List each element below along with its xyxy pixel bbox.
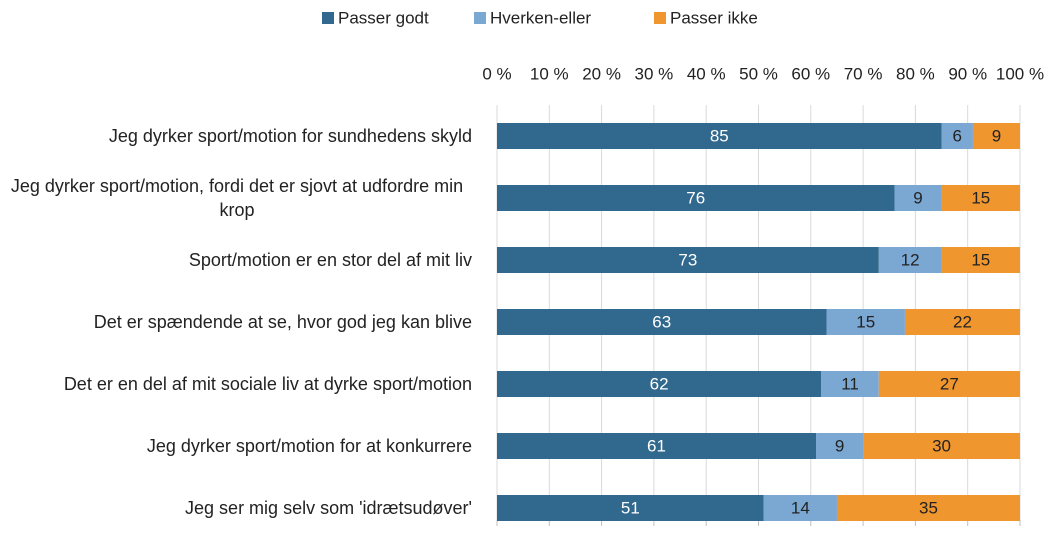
value-label: 15 [856, 312, 875, 331]
value-label: 15 [971, 250, 990, 269]
bar-segment [972, 123, 1020, 149]
category-text: Det er spændende at se, hvor god jeg kan… [93, 312, 472, 332]
bar-segment [878, 247, 942, 273]
legend-swatch [474, 12, 486, 24]
bar-segment [816, 433, 864, 459]
bar-segment [826, 309, 905, 335]
x-tick-label: 20 % [582, 64, 621, 83]
category-text: Sport/motion er en stor del af mit liv [188, 250, 472, 270]
x-tick-label: 40 % [687, 64, 726, 83]
value-label: 85 [710, 126, 729, 145]
value-label: 63 [652, 312, 671, 331]
bar-segment [863, 433, 1020, 459]
bar-segment [497, 433, 817, 459]
legend-label: Passer ikke [670, 8, 758, 27]
value-label: 73 [678, 250, 697, 269]
bar-segment [836, 495, 1020, 521]
value-label: 11 [841, 374, 859, 393]
category-label: Jeg dyrker sport/motion, fordi det er sj… [2, 174, 472, 222]
bar-segment [941, 185, 1020, 211]
value-label: 14 [791, 498, 810, 517]
value-label: 9 [913, 188, 922, 207]
bar-segment [941, 123, 973, 149]
legend-label: Hverken-eller [490, 8, 591, 27]
category-label: Det er spændende at se, hvor god jeg kan… [2, 310, 472, 334]
bar-segment [497, 123, 942, 149]
category-text: Jeg ser mig selv som 'idrætsudøver' [185, 498, 472, 518]
bar-segment [941, 247, 1020, 273]
category-label: Jeg ser mig selv som 'idrætsudøver' [2, 496, 472, 520]
value-label: 27 [940, 374, 959, 393]
bar-segment [497, 371, 822, 397]
bar-segment [497, 185, 895, 211]
bar-segment [497, 309, 827, 335]
legend-swatch [322, 12, 334, 24]
bar-segment [821, 371, 879, 397]
x-tick-label: 90 % [948, 64, 987, 83]
value-label: 61 [647, 436, 666, 455]
category-label: Sport/motion er en stor del af mit liv [2, 248, 472, 272]
bar-segment [894, 185, 942, 211]
category-text: Det er en del af mit sociale liv at dyrk… [63, 374, 472, 394]
category-text: Jeg dyrker sport/motion for at konkurrer… [146, 436, 472, 456]
value-label: 22 [953, 312, 972, 331]
x-tick-label: 0 % [482, 64, 511, 83]
category-label: Jeg dyrker sport/motion for at konkurrer… [2, 434, 472, 458]
value-label: 15 [971, 188, 990, 207]
value-label: 30 [932, 436, 951, 455]
category-label: Jeg dyrker sport/motion for sundhedens s… [2, 124, 472, 148]
legend-swatch [654, 12, 666, 24]
category-label: Det er en del af mit sociale liv at dyrk… [2, 372, 472, 396]
x-tick-label: 60 % [791, 64, 830, 83]
bar-segment [497, 247, 879, 273]
value-label: 35 [919, 498, 938, 517]
value-label: 51 [621, 498, 640, 517]
bar-segment [904, 309, 1020, 335]
category-text: Jeg dyrker sport/motion for sundhedens s… [108, 126, 472, 146]
value-label: 9 [835, 436, 844, 455]
x-tick-label: 50 % [739, 64, 778, 83]
x-tick-label: 100 % [996, 64, 1044, 83]
value-label: 62 [650, 374, 669, 393]
category-text: Jeg dyrker sport/motion, fordi det er sj… [10, 176, 464, 220]
bar-segment [497, 495, 764, 521]
value-label: 9 [992, 126, 1001, 145]
value-label: 6 [953, 126, 962, 145]
x-tick-label: 30 % [635, 64, 674, 83]
x-tick-label: 10 % [530, 64, 569, 83]
bar-segment [878, 371, 1020, 397]
bar-segment [763, 495, 837, 521]
x-tick-label: 70 % [844, 64, 883, 83]
x-tick-label: 80 % [896, 64, 935, 83]
value-label: 12 [901, 250, 920, 269]
legend-label: Passer godt [338, 8, 429, 27]
value-label: 76 [686, 188, 705, 207]
